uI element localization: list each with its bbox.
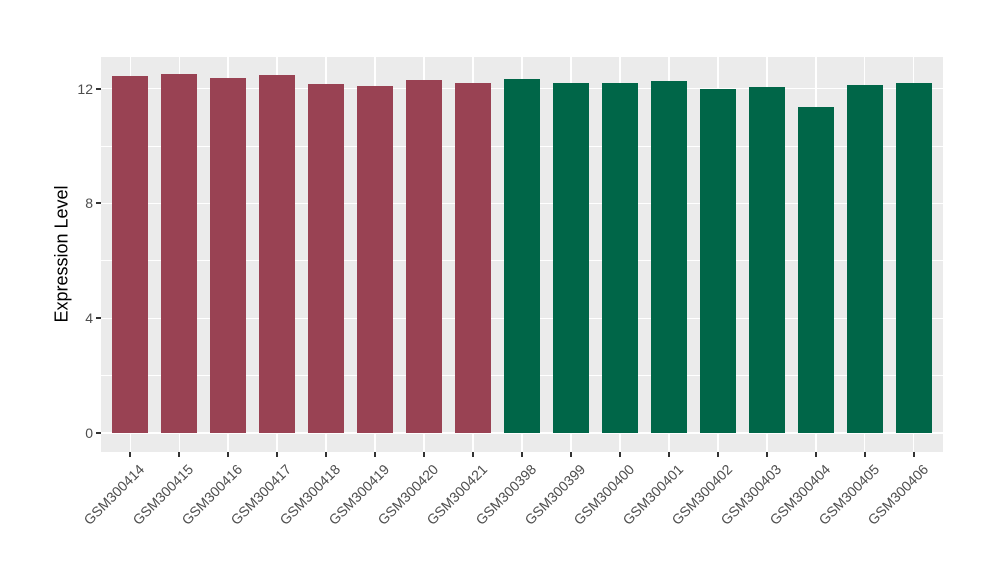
bar-GSM300419 <box>357 86 394 434</box>
bar-GSM300414 <box>112 75 149 434</box>
y-tick-label-12: 12 <box>77 80 93 97</box>
bar-GSM300417 <box>259 75 296 434</box>
x-tick-mark-GSM300404 <box>814 452 817 457</box>
x-tick-mark-GSM300418 <box>325 452 328 457</box>
bar-GSM300405 <box>846 85 883 434</box>
x-tick-mark-GSM300420 <box>423 452 426 457</box>
y-tick-mark-0 <box>96 432 101 435</box>
x-tick-mark-GSM300402 <box>716 452 719 457</box>
y-tick-mark-4 <box>96 317 101 320</box>
x-tick-mark-GSM300405 <box>863 452 866 457</box>
bar-GSM300418 <box>308 83 345 434</box>
x-tick-mark-GSM300421 <box>472 452 475 457</box>
x-tick-mark-GSM300406 <box>912 452 915 457</box>
bar-GSM300421 <box>455 83 492 434</box>
y-tick-label-0: 0 <box>85 425 93 442</box>
x-tick-mark-GSM300417 <box>276 452 279 457</box>
x-tick-mark-GSM300414 <box>129 452 132 457</box>
bar-GSM300402 <box>699 89 736 434</box>
bar-GSM300403 <box>748 86 785 434</box>
bar-GSM300420 <box>406 79 443 434</box>
bar-GSM300406 <box>895 82 932 434</box>
y-tick-label-8: 8 <box>85 195 93 212</box>
x-tick-mark-GSM300419 <box>374 452 377 457</box>
x-tick-mark-GSM300403 <box>765 452 768 457</box>
y-tick-mark-12 <box>96 87 101 90</box>
bar-GSM300400 <box>601 83 638 434</box>
bar-GSM300398 <box>504 79 540 434</box>
bar-GSM300416 <box>210 77 247 434</box>
y-tick-label-4: 4 <box>85 310 93 327</box>
bar-GSM300399 <box>552 82 589 434</box>
x-tick-mark-GSM300415 <box>178 452 181 457</box>
plot-panel <box>101 57 943 452</box>
bar-GSM300415 <box>161 74 198 434</box>
x-tick-mark-GSM300399 <box>569 452 572 457</box>
x-tick-mark-GSM300398 <box>521 452 523 457</box>
y-tick-mark-8 <box>96 202 101 205</box>
x-tick-mark-GSM300400 <box>618 452 621 457</box>
bar-GSM300404 <box>797 107 834 434</box>
x-tick-mark-GSM300401 <box>667 452 670 457</box>
bar-GSM300401 <box>650 81 687 434</box>
x-tick-mark-GSM300416 <box>227 452 230 457</box>
